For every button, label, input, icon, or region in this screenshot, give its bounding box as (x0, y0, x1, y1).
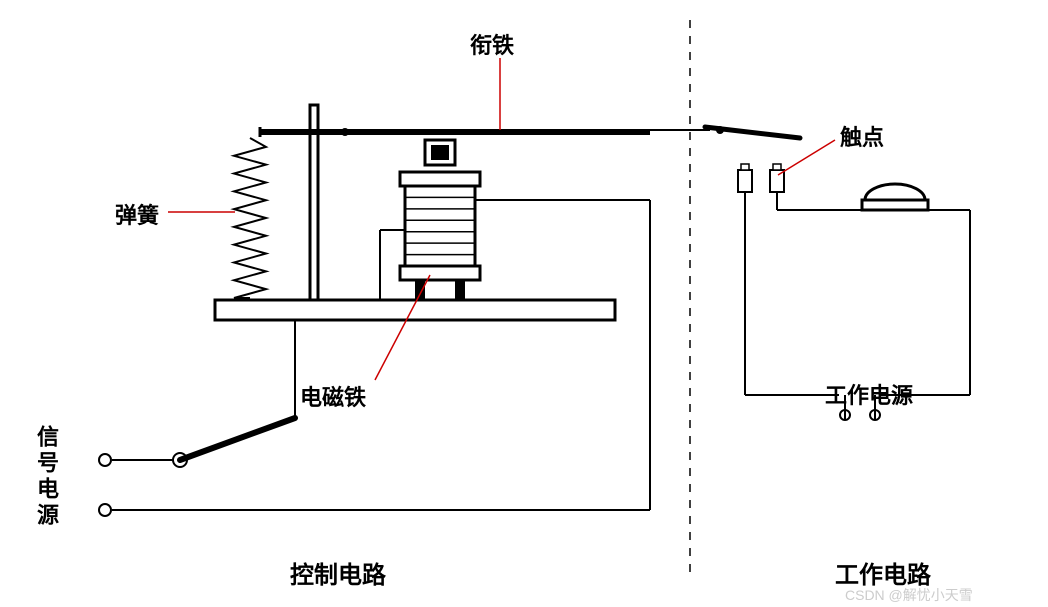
label-spring: 弹簧 (115, 198, 159, 230)
label-signal-source: 信号电源 (30, 425, 62, 529)
watermark: CSDN @解忧小天雪 (845, 585, 973, 605)
relay-diagram (0, 0, 1048, 607)
label-armature: 衔铁 (470, 28, 514, 60)
label-electromagnet: 电磁铁 (300, 380, 366, 412)
label-contact: 触点 (840, 120, 884, 152)
label-work-power: 工作电源 (825, 378, 913, 410)
label-control-circuit: 控制电路 (290, 555, 386, 590)
